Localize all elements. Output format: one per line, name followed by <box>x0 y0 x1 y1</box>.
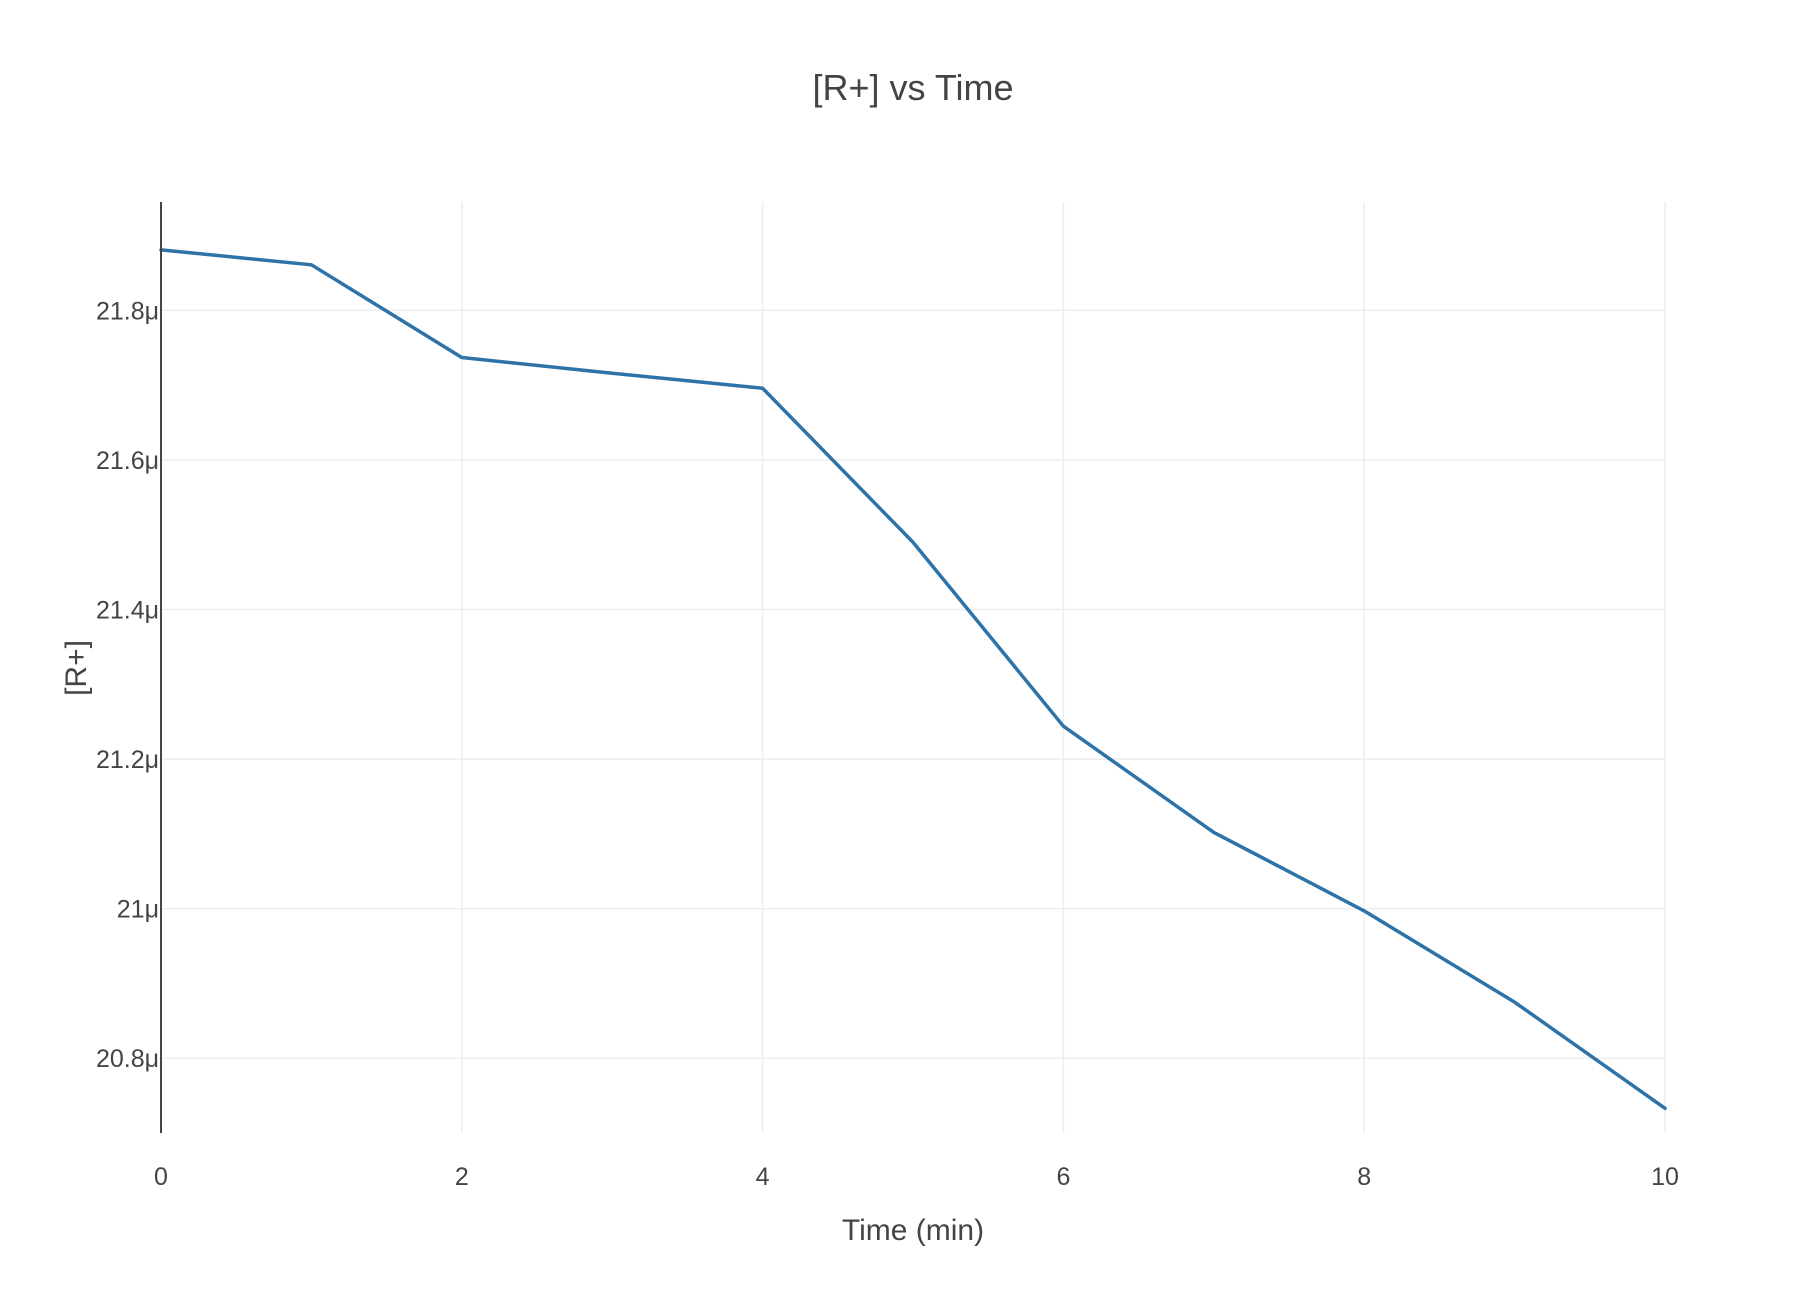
x-tick-label: 0 <box>154 1163 168 1191</box>
grid-lines <box>161 202 1666 1133</box>
x-axis-title: Time (min) <box>842 1214 984 1247</box>
tick-labels: 0 2 4 6 8 10 20.8μ 21μ 21.2μ 21.4μ 21.6μ 21.8μ <box>96 297 1679 1191</box>
y-tick-label: 20.8μ <box>96 1045 159 1073</box>
y-tick-label: 21.2μ <box>96 746 159 774</box>
y-axis-title: [R+] <box>60 640 93 696</box>
x-tick-label: 4 <box>756 1163 770 1191</box>
x-tick-label: 10 <box>1651 1163 1679 1191</box>
y-tick-label: 21.8μ <box>96 297 159 325</box>
series-layer <box>159 248 1667 1111</box>
x-tick-label: 2 <box>455 1163 469 1191</box>
chart-title: [R+] vs Time <box>812 67 1013 108</box>
y-tick-label: 21μ <box>117 896 159 924</box>
x-tick-label: 6 <box>1056 1163 1070 1191</box>
y-tick-label: 21.4μ <box>96 597 159 625</box>
y-tick-label: 21.6μ <box>96 447 159 475</box>
series-line-0 <box>159 248 1667 1111</box>
x-tick-label: 8 <box>1357 1163 1371 1191</box>
